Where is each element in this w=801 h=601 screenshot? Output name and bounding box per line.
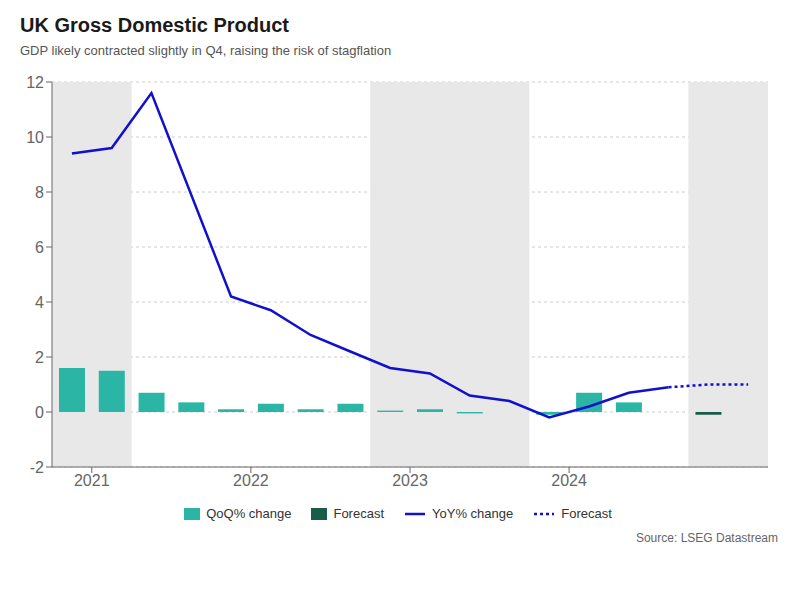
svg-text:4: 4 bbox=[35, 294, 44, 311]
html-text:YoY% change: YoY% change bbox=[432, 506, 514, 521]
html-text:Forecast: Forecast bbox=[561, 506, 612, 521]
svg-text:10: 10 bbox=[26, 129, 44, 146]
html-text:GDP likely contracted slightly: GDP likely contracted slightly in Q4, ra… bbox=[20, 43, 392, 58]
html-text:Forecast: Forecast bbox=[333, 506, 384, 521]
svg-text:2021: 2021 bbox=[74, 472, 110, 489]
svg-text:8: 8 bbox=[35, 184, 44, 201]
svg-text:6: 6 bbox=[35, 239, 44, 256]
html-text:Source: LSEG Datastream: Source: LSEG Datastream bbox=[635, 531, 778, 545]
html-text:UK Gross Domestic Product: UK Gross Domestic Product bbox=[20, 14, 289, 36]
svg-text:2024: 2024 bbox=[551, 472, 587, 489]
svg-text:2022: 2022 bbox=[233, 472, 269, 489]
svg-text:2: 2 bbox=[35, 349, 44, 366]
svg-text:12: 12 bbox=[26, 74, 44, 91]
svg-text:-2: -2 bbox=[30, 459, 44, 476]
html-text:QoQ% change: QoQ% change bbox=[206, 506, 292, 521]
svg-text:0: 0 bbox=[35, 404, 44, 421]
svg-text:2023: 2023 bbox=[392, 472, 428, 489]
